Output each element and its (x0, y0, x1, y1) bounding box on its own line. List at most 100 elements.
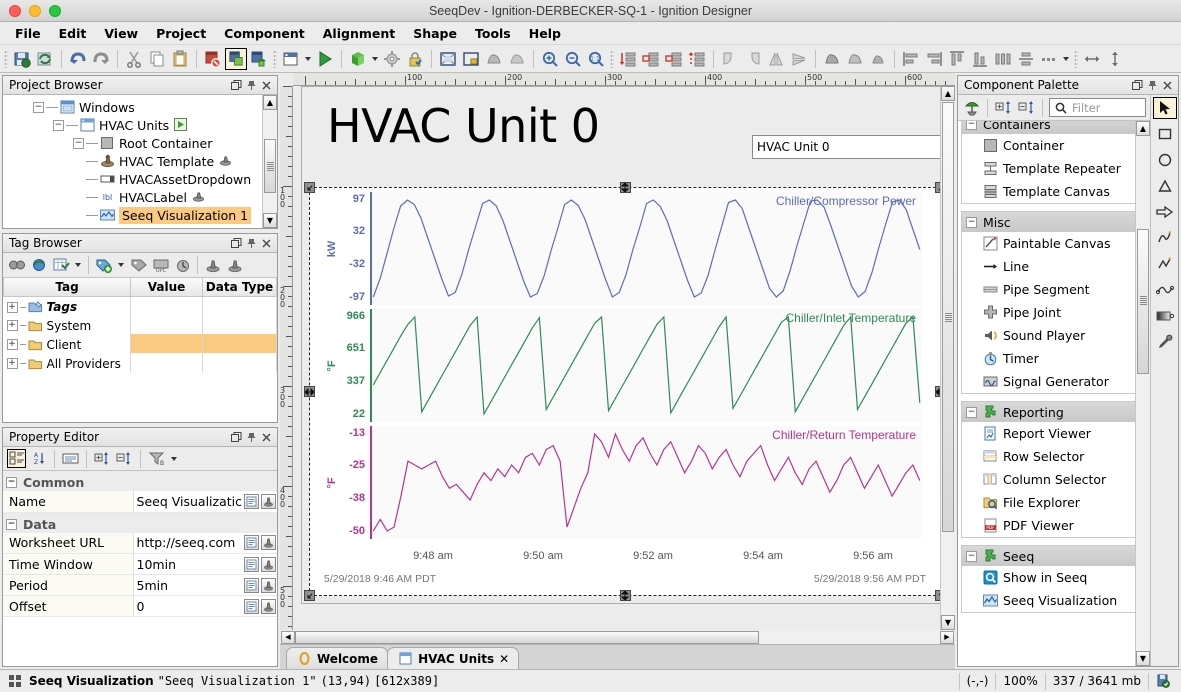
palette-group-containers[interactable]: − Containers Container (961, 121, 1147, 204)
palette-item-template-repeater[interactable]: Template Repeater (962, 157, 1146, 180)
pin-icon[interactable] (244, 236, 259, 251)
property-row-worksheet-url[interactable]: Worksheet URL http://seeq.com (3, 532, 277, 554)
hvac-units-window[interactable]: HVAC Unit 0 HVAC Unit 0 kW 9 (301, 86, 955, 604)
scroll-down-arrow-icon[interactable]: ▼ (1136, 651, 1150, 666)
palette-group-header[interactable]: − Containers (962, 121, 1146, 134)
export-icon[interactable] (225, 256, 244, 275)
shape-union-icon[interactable] (821, 48, 843, 70)
property-value[interactable]: 5min (136, 577, 169, 593)
expander-icon[interactable]: − (966, 550, 977, 562)
scroll-down-arrow-icon[interactable]: ▼ (941, 615, 955, 630)
send-backward-icon[interactable] (686, 48, 708, 70)
launch-client-icon[interactable] (347, 48, 369, 70)
collapse-all-icon[interactable] (1017, 98, 1036, 117)
component-palette-list[interactable]: − Containers Container (958, 121, 1150, 666)
cell-data-type[interactable] (202, 315, 277, 334)
chart-pane-compressor-power[interactable]: kW 97 32 -32 -97 Chiller/Compressor Powe… (326, 192, 922, 305)
canvas-vertical-scrollbar[interactable]: ▲ ▼ (940, 86, 955, 630)
close-window-button[interactable] (9, 4, 21, 17)
gradient-icon[interactable] (1153, 305, 1177, 327)
delete-window-icon[interactable] (202, 48, 224, 70)
window-mode-icon[interactable] (280, 48, 302, 70)
binding-editor-button[interactable] (244, 556, 259, 572)
palette-item-column-selector[interactable]: Column Selector (962, 468, 1146, 491)
tab-close-icon[interactable]: ✕ (499, 651, 510, 666)
canvas-horizontal-scrollbar[interactable]: ◀ ▶ (280, 630, 955, 644)
close-icon[interactable] (259, 236, 274, 251)
save-all-icon[interactable] (34, 48, 56, 70)
chart-pane-inlet-temperature[interactable]: °F 966 651 337 22 Chiller/Inlet Temperat… (326, 309, 922, 422)
expander-icon[interactable]: + (6, 301, 18, 313)
eyedropper-icon[interactable] (1153, 331, 1177, 353)
send-to-back-icon[interactable] (640, 48, 662, 70)
menu-shape[interactable]: Shape (413, 25, 457, 41)
palette-item-pdf-viewer[interactable]: PDF PDF Viewer (962, 514, 1146, 537)
property-editor-table[interactable]: − Common Name Seeq Visualizatic (3, 471, 277, 666)
menu-tools[interactable]: Tools (474, 25, 511, 41)
tree-node-hvac-units[interactable]: − HVAC Units (7, 116, 277, 134)
col-data-type[interactable]: Data Type (202, 278, 277, 297)
hvac-asset-dropdown[interactable]: HVAC Unit 0 (752, 135, 955, 159)
tag-browser-table[interactable]: Tag Value Data Type + (3, 278, 277, 422)
new-tag-icon[interactable] (94, 256, 113, 275)
project-properties-icon[interactable] (381, 48, 403, 70)
scroll-thumb[interactable] (264, 139, 276, 193)
property-value[interactable]: Seeq Visualizatic (136, 493, 242, 509)
scroll-up-arrow-icon[interactable]: ▲ (263, 95, 277, 110)
expander-icon[interactable]: + (6, 358, 18, 370)
scroll-right-arrow-icon[interactable]: ▶ (940, 630, 954, 644)
palette-item-timer[interactable]: Timer (962, 347, 1146, 370)
refresh-icon[interactable] (29, 256, 48, 275)
align-top-icon[interactable] (946, 48, 968, 70)
design-surface[interactable]: HVAC Unit 0 HVAC Unit 0 kW 9 (293, 86, 955, 630)
table-row[interactable]: + Client (3, 334, 277, 353)
fit-window-icon[interactable] (437, 48, 459, 70)
tree-node-windows[interactable]: − Windows (7, 98, 277, 116)
project-browser-tree[interactable]: − Windows − (3, 95, 277, 228)
expand-all-icon[interactable] (93, 449, 112, 468)
opc-icon[interactable]: OPC (151, 256, 170, 275)
toolbar-grip[interactable] (4, 49, 8, 68)
status-memory[interactable]: 337 / 3641 mb (1044, 672, 1148, 690)
property-row-period[interactable]: Period 5min (3, 574, 277, 596)
palette-icon[interactable] (962, 98, 981, 117)
zoom-in-icon[interactable] (539, 48, 561, 70)
scroll-thumb[interactable] (1137, 229, 1149, 374)
zoom-actual-icon[interactable]: 1:1 (585, 48, 607, 70)
property-category-data[interactable]: − Data (3, 512, 277, 533)
expander-icon[interactable]: − (6, 518, 17, 530)
group-icon[interactable] (483, 48, 505, 70)
scroll-up-arrow-icon[interactable]: ▲ (1136, 121, 1150, 136)
distribute-horizontal-icon[interactable] (992, 48, 1014, 70)
expander-icon[interactable]: − (966, 121, 977, 130)
palette-item-row-selector[interactable]: Row Selector (962, 445, 1146, 468)
seeq-chart[interactable]: kW 97 32 -32 -97 Chiller/Compressor Powe… (310, 188, 940, 595)
horizontal-arrow-icon[interactable] (1081, 48, 1103, 70)
collapse-all-icon[interactable] (115, 449, 134, 468)
paste-icon[interactable] (169, 48, 191, 70)
menu-view[interactable]: View (104, 25, 139, 41)
palette-item-template-canvas[interactable]: Template Canvas (962, 180, 1146, 203)
vertical-arrow-icon[interactable] (1104, 48, 1126, 70)
maximize-window-button[interactable] (49, 4, 61, 17)
table-row[interactable]: + All Providers (3, 353, 277, 372)
shape-intersect-icon[interactable] (867, 48, 889, 70)
close-icon[interactable] (259, 78, 274, 93)
filter-icon[interactable]: B (147, 449, 166, 468)
palette-item-show-in-seeq[interactable]: Show in Seeq (962, 566, 1146, 589)
database-binding-button[interactable] (261, 598, 276, 614)
cell-value[interactable] (130, 315, 203, 334)
ungroup-icon[interactable] (506, 48, 528, 70)
cut-icon[interactable] (123, 48, 145, 70)
cell-value[interactable] (130, 353, 203, 372)
resize-handle-nw[interactable] (304, 182, 315, 193)
new-window-icon[interactable] (248, 48, 270, 70)
scroll-track[interactable] (295, 630, 940, 644)
undo-icon[interactable] (67, 48, 89, 70)
center-vertical-icon[interactable] (1015, 48, 1037, 70)
copy-icon[interactable] (146, 48, 168, 70)
palette-item-pipe-joint[interactable]: Pipe Joint (962, 301, 1146, 324)
cell-data-type[interactable] (202, 334, 277, 353)
align-bottom-icon[interactable] (969, 48, 991, 70)
